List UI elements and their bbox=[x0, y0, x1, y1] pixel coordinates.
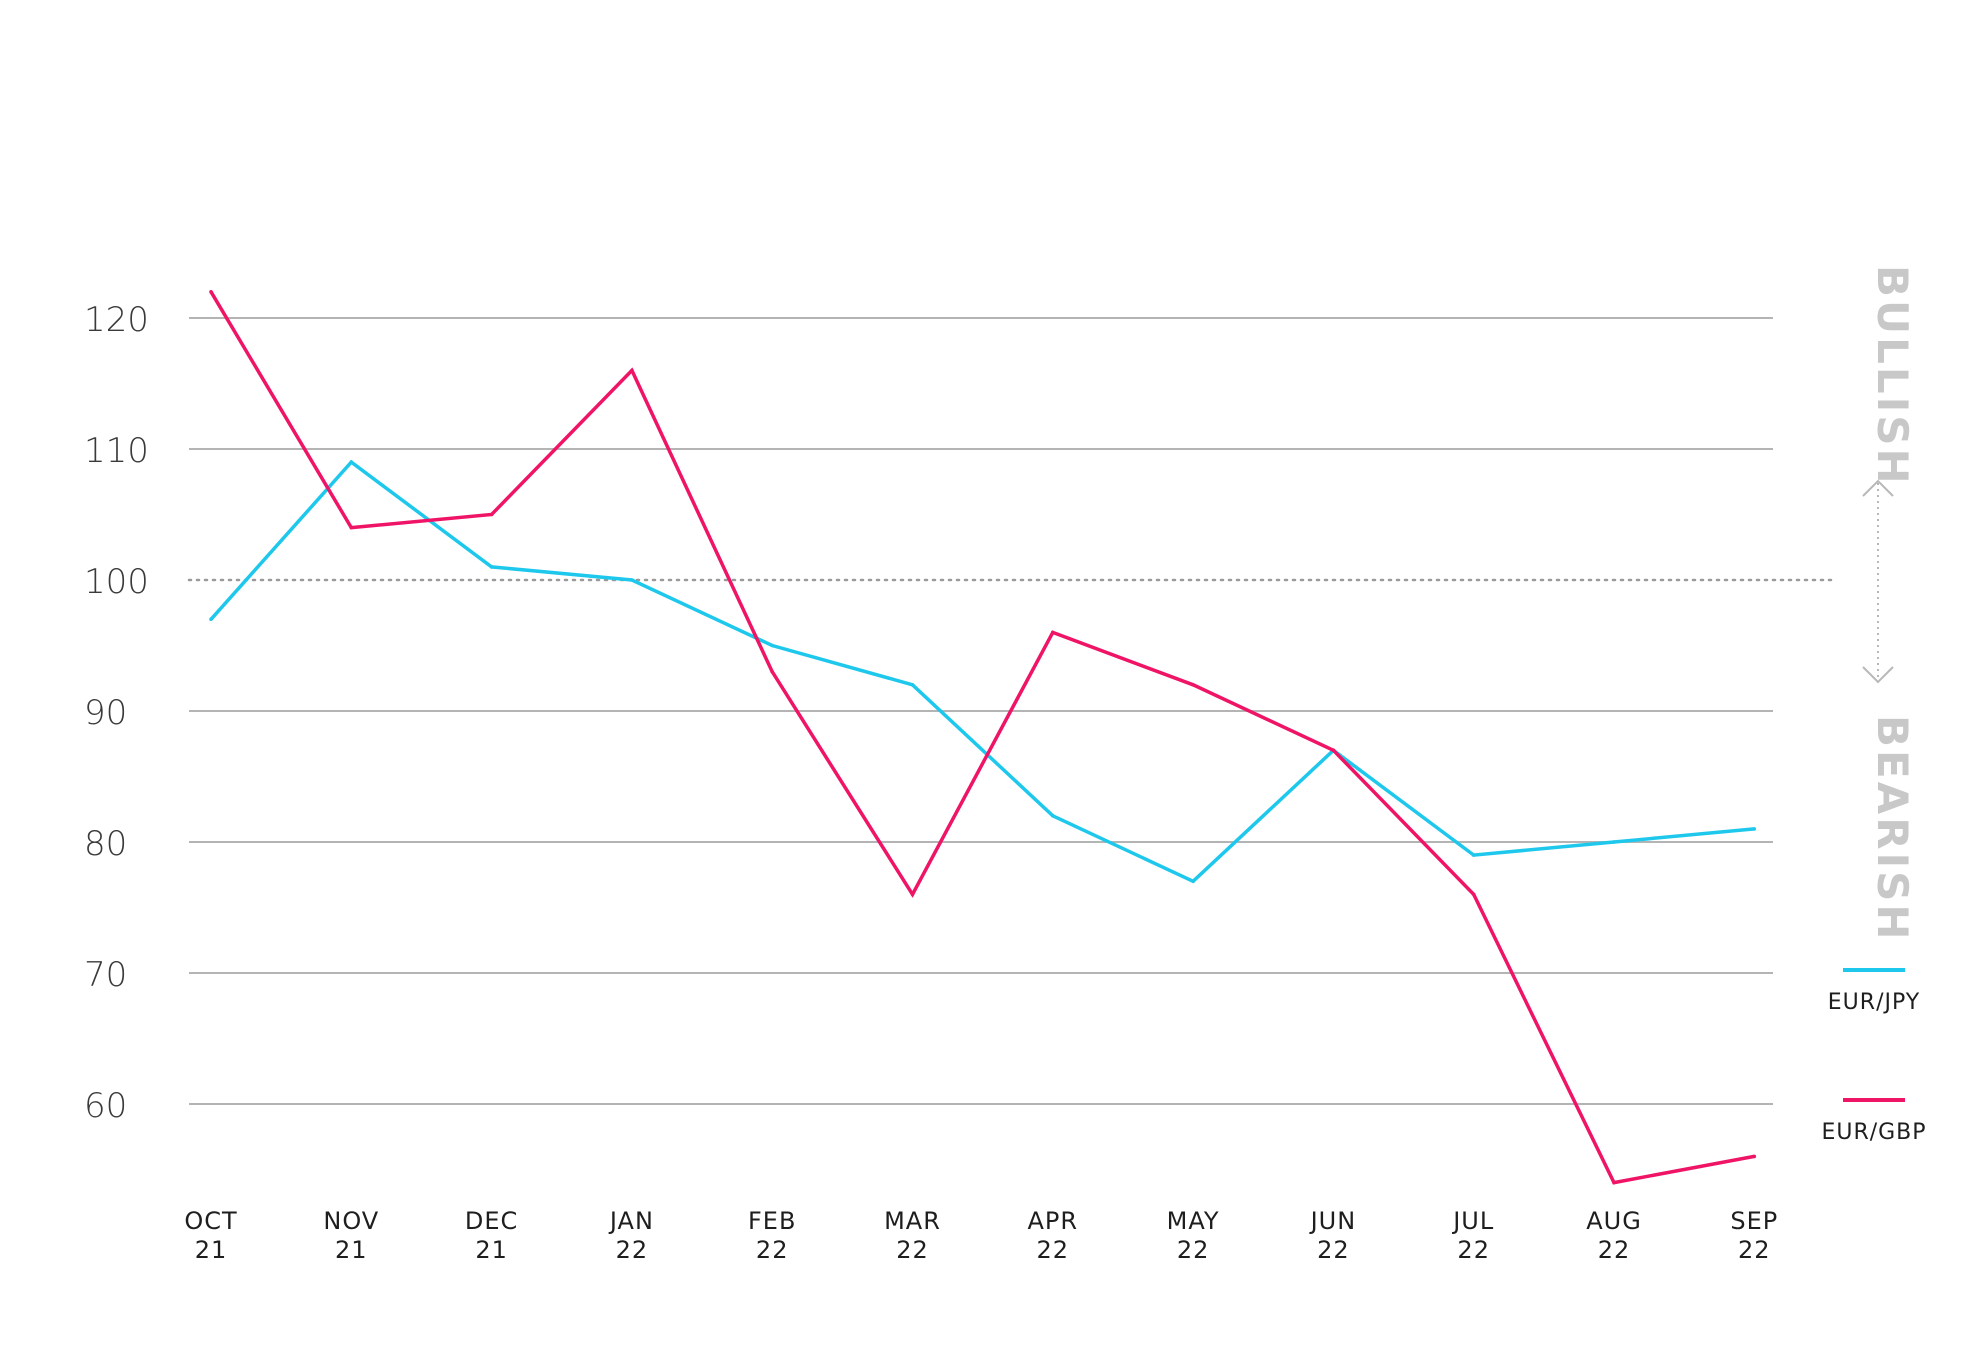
bearish-label: BEARISH bbox=[1868, 715, 1917, 943]
data-point-eurgbp bbox=[910, 892, 915, 897]
data-point-eurgbp bbox=[1471, 892, 1476, 897]
data-point-eurgbp bbox=[209, 290, 213, 294]
x-tick-label: MAR 22 bbox=[884, 1207, 941, 1264]
data-point-eurjpy bbox=[349, 460, 354, 464]
data-point-eurgbp bbox=[1051, 630, 1055, 635]
x-tick-label: MAY 22 bbox=[1167, 1207, 1220, 1264]
data-point-eurgbp bbox=[1191, 683, 1195, 687]
series-line-eurjpy bbox=[209, 459, 1755, 884]
x-tick-label: AUG 22 bbox=[1586, 1207, 1642, 1264]
series-line-eurgbp bbox=[209, 290, 1755, 1185]
data-point-eurgbp bbox=[349, 525, 354, 530]
legend-label-eurjpy: EUR/JPY bbox=[1828, 990, 1920, 1015]
y-tick-label: 100 bbox=[84, 562, 149, 602]
legend: EUR/JPY EUR/GBP bbox=[1821, 968, 1926, 1145]
x-tick-label: DEC 21 bbox=[465, 1207, 518, 1264]
data-point-eurgbp bbox=[489, 512, 494, 517]
x-tick-label: APR 22 bbox=[1028, 1207, 1079, 1264]
data-point-eurjpy bbox=[1191, 879, 1195, 884]
y-axis-ticks: 60 70 80 90 100 110 120 bbox=[84, 300, 149, 1126]
data-point-eurgbp bbox=[1612, 1180, 1616, 1185]
x-tick-label: NOV 21 bbox=[323, 1207, 379, 1264]
legend-label-eurgbp: EUR/GBP bbox=[1821, 1120, 1926, 1145]
data-point-eurgbp bbox=[770, 669, 774, 674]
x-tick-label: JUL 22 bbox=[1451, 1207, 1494, 1264]
x-tick-label: OCT 21 bbox=[184, 1207, 237, 1264]
data-point-eurjpy bbox=[1752, 827, 1757, 831]
gridlines bbox=[187, 317, 1837, 1105]
x-axis-ticks: OCT 21 NOV 21 DEC 21 JAN 22 FEB 22 MAR 22 APR 22 MAY 22… bbox=[184, 1207, 1778, 1264]
y-tick-label: 80 bbox=[84, 824, 127, 864]
data-point-eurgbp bbox=[1331, 748, 1336, 753]
bull-bear-arrow-icon bbox=[1862, 479, 1894, 684]
bullish-label: BULLISH bbox=[1868, 265, 1917, 487]
data-point-eurjpy bbox=[630, 578, 634, 582]
series-lines bbox=[209, 290, 1757, 1185]
data-point-eurjpy bbox=[1612, 840, 1616, 844]
data-point-eurgbp bbox=[630, 368, 634, 373]
x-tick-label: FEB 22 bbox=[748, 1207, 796, 1264]
y-tick-label: 70 bbox=[84, 955, 127, 995]
x-tick-label: SEP 22 bbox=[1730, 1207, 1778, 1264]
x-tick-label: JUN 22 bbox=[1309, 1207, 1357, 1264]
y-tick-label: 110 bbox=[84, 431, 149, 471]
data-point-eurjpy bbox=[1051, 814, 1055, 818]
data-point-eurjpy bbox=[209, 617, 213, 622]
y-tick-label: 90 bbox=[84, 693, 127, 733]
data-point-eurjpy bbox=[489, 565, 494, 569]
x-tick-label: JAN 22 bbox=[608, 1207, 654, 1264]
y-tick-label: 60 bbox=[84, 1086, 127, 1126]
data-point-eurjpy bbox=[1471, 853, 1476, 857]
data-point-eurjpy bbox=[770, 643, 774, 648]
data-point-eurgbp bbox=[1752, 1154, 1757, 1159]
data-point-eurjpy bbox=[910, 683, 915, 687]
y-tick-label: 120 bbox=[84, 300, 149, 340]
